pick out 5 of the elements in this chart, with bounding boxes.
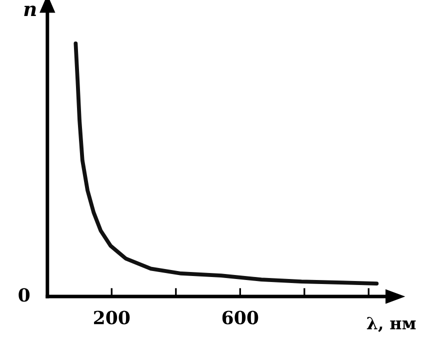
y-axis-title: n	[24, 6, 36, 16]
x-tick-label: 600	[222, 310, 258, 324]
x-tick-label: 200	[94, 310, 130, 324]
text: 0	[18, 288, 30, 302]
x-axis-title: λ, нм	[366, 316, 416, 332]
